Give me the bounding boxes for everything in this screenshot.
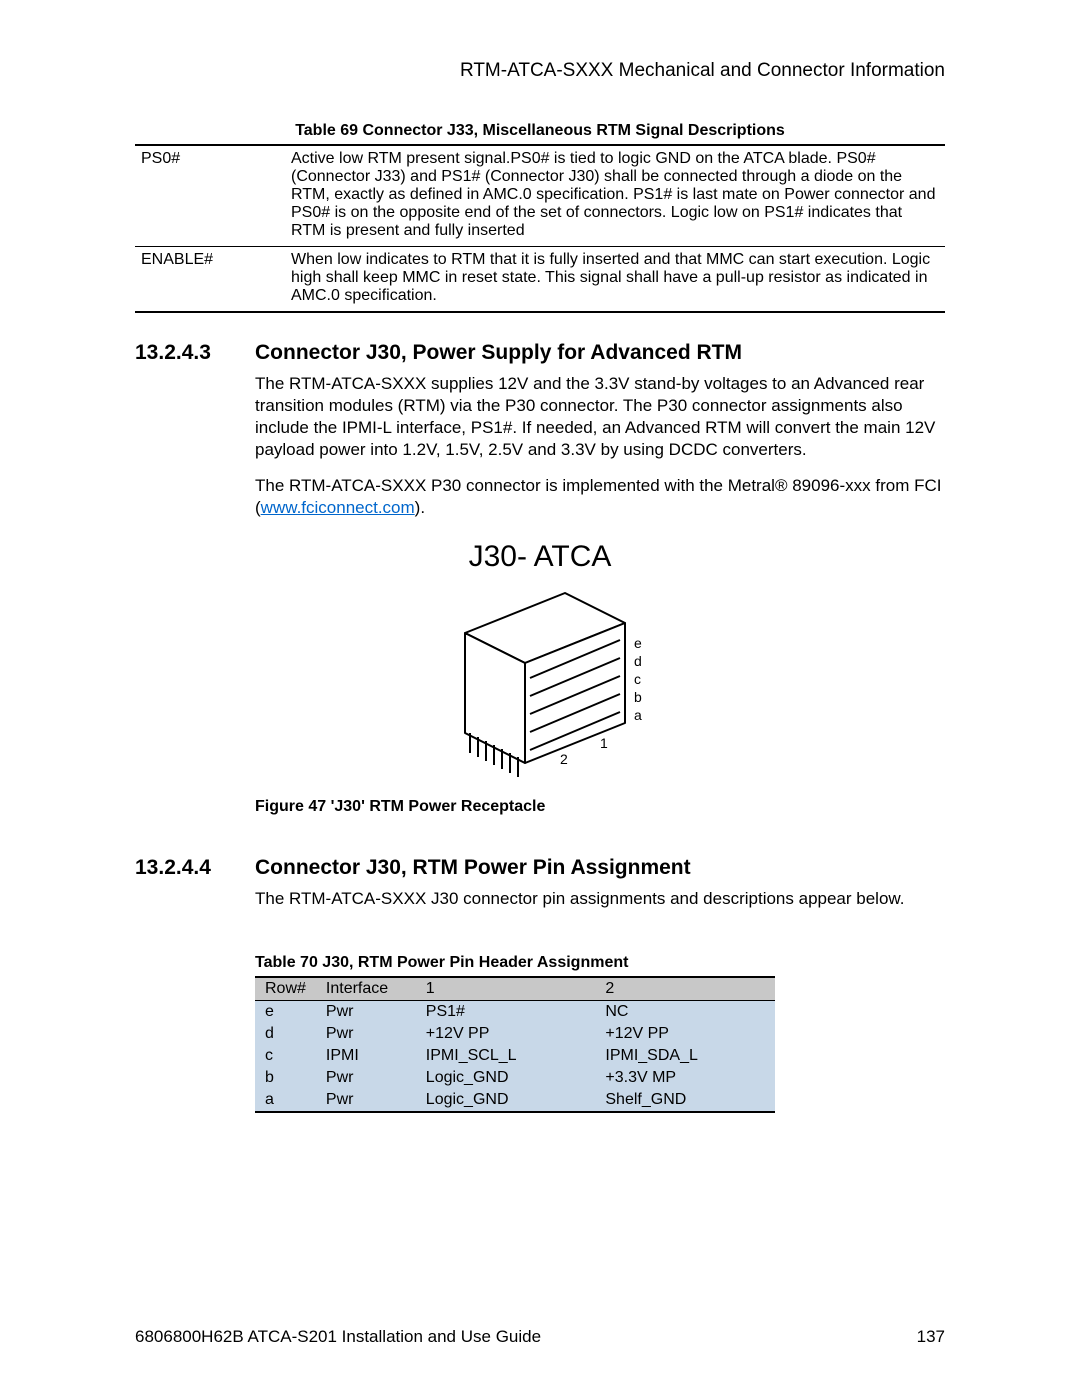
section-heading: 13.2.4.3 Connector J30, Power Supply for… [135, 341, 945, 365]
section-heading: 13.2.4.4 Connector J30, RTM Power Pin As… [135, 856, 945, 880]
cell: Logic_GND [416, 1067, 596, 1089]
signal-name: ENABLE# [135, 247, 285, 313]
cell: a [255, 1089, 316, 1112]
cell: Logic_GND [416, 1089, 596, 1112]
table-row: ENABLE# When low indicates to RTM that i… [135, 247, 945, 313]
table-row: e Pwr PS1# NC [255, 1000, 775, 1023]
cell: b [255, 1067, 316, 1089]
cell: +12V PP [416, 1023, 596, 1045]
cell: Pwr [316, 1023, 416, 1045]
section-title: Connector J30, RTM Power Pin Assignment [255, 856, 691, 880]
table-row: PS0# Active low RTM present signal.PS0# … [135, 145, 945, 247]
table70-caption: Table 70 J30, RTM Power Pin Header Assig… [255, 954, 945, 972]
cell: Pwr [316, 1089, 416, 1112]
footer-page-number: 137 [917, 1327, 945, 1347]
col-2: 2 [595, 977, 775, 1001]
cell: Shelf_GND [595, 1089, 775, 1112]
figure47-title: J30- ATCA [135, 540, 945, 574]
table-row: a Pwr Logic_GND Shelf_GND [255, 1089, 775, 1112]
section-title: Connector J30, Power Supply for Advanced… [255, 341, 742, 365]
fci-link[interactable]: www.fciconnect.com [261, 498, 415, 517]
para2-post: ). [415, 498, 425, 517]
signal-desc: When low indicates to RTM that it is ful… [285, 247, 945, 313]
cell: d [255, 1023, 316, 1045]
page-header-title: RTM-ATCA-SXXX Mechanical and Connector I… [135, 60, 945, 82]
col-label-2: 2 [560, 751, 568, 767]
table-header-row: Row# Interface 1 2 [255, 977, 775, 1001]
row-label-a: a [634, 707, 642, 723]
signal-name: PS0# [135, 145, 285, 247]
figure47-caption: Figure 47 'J30' RTM Power Receptacle [255, 798, 945, 816]
cell: Pwr [316, 1067, 416, 1089]
cell: IPMI_SCL_L [416, 1045, 596, 1067]
cell: PS1# [416, 1000, 596, 1023]
figure47-block: J30- ATCA e d c b [135, 540, 945, 778]
table69: PS0# Active low RTM present signal.PS0# … [135, 144, 945, 313]
footer-doc-title: 6806800H62B ATCA-S201 Installation and U… [135, 1327, 541, 1347]
section-number: 13.2.4.4 [135, 856, 255, 880]
cell: c [255, 1045, 316, 1067]
connector-j30-icon: e d c b a 2 1 [420, 578, 660, 778]
cell: Pwr [316, 1000, 416, 1023]
col-row: Row# [255, 977, 316, 1001]
col-1: 1 [416, 977, 596, 1001]
table-row: b Pwr Logic_GND +3.3V MP [255, 1067, 775, 1089]
table-row: c IPMI IPMI_SCL_L IPMI_SDA_L [255, 1045, 775, 1067]
col-interface: Interface [316, 977, 416, 1001]
table70: Row# Interface 1 2 e Pwr PS1# NC d Pwr +… [255, 976, 775, 1113]
section1-para2: The RTM-ATCA-SXXX P30 connector is imple… [255, 475, 945, 519]
row-label-c: c [634, 671, 641, 687]
table-row: d Pwr +12V PP +12V PP [255, 1023, 775, 1045]
table69-caption: Table 69 Connector J33, Miscellaneous RT… [135, 122, 945, 140]
cell: IPMI [316, 1045, 416, 1067]
signal-desc: Active low RTM present signal.PS0# is ti… [285, 145, 945, 247]
row-label-d: d [634, 653, 642, 669]
section-number: 13.2.4.3 [135, 341, 255, 365]
row-label-e: e [634, 635, 642, 651]
cell: NC [595, 1000, 775, 1023]
cell: +12V PP [595, 1023, 775, 1045]
page-footer: 6806800H62B ATCA-S201 Installation and U… [135, 1327, 945, 1347]
col-label-1: 1 [600, 735, 608, 751]
row-label-b: b [634, 689, 642, 705]
section1-para1: The RTM-ATCA-SXXX supplies 12V and the 3… [255, 373, 945, 461]
cell: +3.3V MP [595, 1067, 775, 1089]
section2-para1: The RTM-ATCA-SXXX J30 connector pin assi… [255, 888, 945, 910]
cell: e [255, 1000, 316, 1023]
cell: IPMI_SDA_L [595, 1045, 775, 1067]
